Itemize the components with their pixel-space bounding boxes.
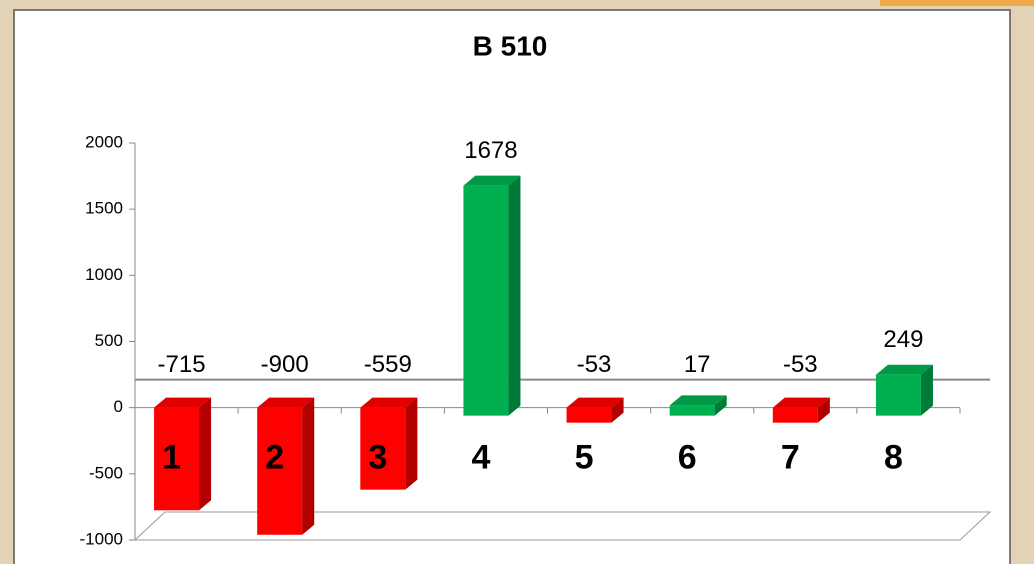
value-label: -900 bbox=[261, 351, 309, 378]
bar-top-shade bbox=[772, 397, 830, 408]
bar-top-shade bbox=[257, 397, 315, 408]
value-label: -53 bbox=[577, 351, 612, 378]
bar-side bbox=[302, 397, 315, 535]
bar-side bbox=[611, 397, 624, 423]
x-tick-label: 7 bbox=[781, 439, 800, 477]
bar-top-shade bbox=[566, 397, 624, 408]
bar-side-shade bbox=[920, 364, 933, 416]
x-tick-label: 3 bbox=[368, 439, 387, 477]
bar-side bbox=[920, 364, 933, 416]
bar-side bbox=[817, 397, 830, 423]
bar bbox=[463, 185, 509, 416]
y-tick-label: -500 bbox=[89, 463, 123, 482]
y-tick-label: -1000 bbox=[80, 529, 123, 548]
bar-side-shade bbox=[405, 397, 418, 490]
bar-side bbox=[199, 397, 212, 511]
bar-top bbox=[669, 395, 727, 406]
bar bbox=[875, 374, 921, 416]
y-tick-label: 500 bbox=[95, 331, 123, 350]
bar-side bbox=[714, 395, 727, 416]
x-tick-label: 2 bbox=[265, 439, 284, 477]
bar-top bbox=[566, 397, 624, 408]
y-tick-label: 2000 bbox=[85, 132, 123, 151]
bar-side-shade bbox=[508, 175, 521, 416]
bar bbox=[566, 407, 612, 423]
bar-top bbox=[154, 397, 212, 408]
value-label: 249 bbox=[883, 326, 923, 353]
bar-side-shade bbox=[611, 397, 624, 423]
bar-side bbox=[405, 397, 418, 490]
y-tick-label: 1500 bbox=[85, 199, 123, 218]
x-tick-label: 6 bbox=[678, 439, 697, 477]
value-label: -559 bbox=[364, 351, 412, 378]
bar-side-shade bbox=[199, 397, 212, 511]
bar-top-shade bbox=[463, 175, 521, 186]
floor bbox=[133, 511, 992, 541]
bar-top bbox=[875, 364, 933, 375]
value-label: 17 bbox=[684, 351, 711, 378]
value-label: 1678 bbox=[464, 137, 517, 164]
bar bbox=[772, 407, 818, 423]
bar-top-shade bbox=[154, 397, 212, 408]
y-tick-label: 1000 bbox=[85, 265, 123, 284]
x-tick-label: 4 bbox=[471, 439, 490, 477]
chart-title: B 510 bbox=[473, 30, 548, 61]
bar-top bbox=[463, 175, 521, 186]
bar bbox=[154, 407, 200, 511]
bar-side-shade bbox=[302, 397, 315, 535]
bar-top-shade bbox=[669, 395, 727, 406]
bar-top bbox=[360, 397, 418, 408]
bar-top bbox=[772, 397, 830, 408]
value-label: -53 bbox=[783, 351, 818, 378]
value-label: -715 bbox=[158, 351, 206, 378]
bar-top-shade bbox=[360, 397, 418, 408]
bar-side-shade bbox=[817, 397, 830, 423]
bar-top bbox=[257, 397, 315, 408]
y-tick-label: 0 bbox=[114, 397, 123, 416]
x-tick-label: 5 bbox=[575, 439, 594, 477]
bar-side bbox=[508, 175, 521, 416]
bar bbox=[360, 407, 406, 490]
bar-side-shade bbox=[714, 395, 727, 416]
accent bbox=[880, 0, 1034, 6]
bar-top-shade bbox=[875, 364, 933, 375]
bar bbox=[669, 405, 715, 416]
x-tick-label: 1 bbox=[162, 439, 181, 477]
bar bbox=[257, 407, 303, 535]
x-tick-label: 8 bbox=[884, 439, 903, 477]
